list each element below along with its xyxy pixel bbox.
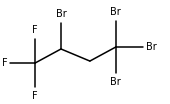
Text: Br: Br <box>56 9 66 19</box>
Text: F: F <box>32 25 38 35</box>
Text: F: F <box>32 91 38 101</box>
Text: Br: Br <box>110 7 121 17</box>
Text: Br: Br <box>146 42 157 52</box>
Text: Br: Br <box>110 77 121 87</box>
Text: F: F <box>2 58 7 68</box>
